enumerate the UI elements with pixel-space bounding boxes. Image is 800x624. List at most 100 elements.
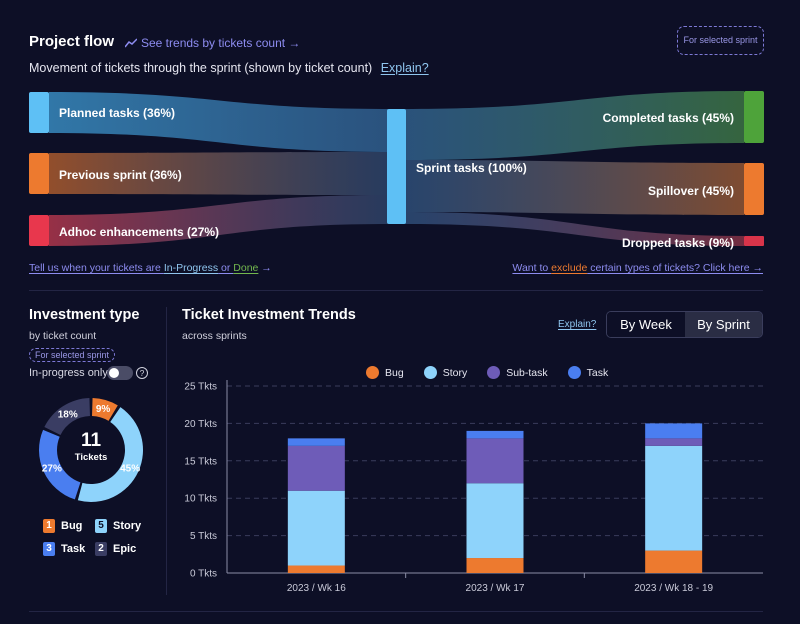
label-planned: Planned tasks (36%)	[59, 106, 176, 120]
chart-legend-story-label: Story	[442, 366, 468, 379]
bar-subtask-2[interactable]	[466, 438, 524, 484]
label-dropped: Dropped tasks (9%)	[621, 236, 734, 250]
task-legend-dot-icon	[567, 366, 581, 379]
see-trends-link[interactable]: See trends by tickets count →	[125, 36, 300, 50]
in-progress-link[interactable]: In-Progress	[163, 262, 219, 274]
bar-bug-3[interactable]	[645, 550, 703, 573]
bar-bug-1[interactable]	[287, 565, 345, 573]
progress-arrow[interactable]: →	[258, 262, 272, 274]
bar-subtask-3[interactable]	[645, 438, 703, 446]
investment-type-title: Investment type	[29, 307, 140, 323]
by-sprint-button[interactable]: By Sprint	[685, 312, 762, 337]
chart-legend-bug[interactable]: Bug	[366, 366, 404, 379]
subtitle-text: Movement of tickets through the sprint (…	[29, 61, 373, 75]
trends-title: Ticket Investment Trends	[182, 307, 356, 323]
y-tick-label: 0 Tkts	[190, 569, 217, 580]
bar-subtask-1[interactable]	[287, 445, 345, 491]
exclude-suffix[interactable]: certain types of tickets? Click here →	[587, 262, 763, 274]
legend-item-task: 3 Task	[43, 542, 95, 556]
legend-count-bug: 1	[43, 519, 55, 533]
x-tick-label: 2023 / Wk 18 - 19	[634, 583, 713, 594]
chart-legend-subtask[interactable]: Sub-task	[487, 366, 548, 379]
label-adhoc: Adhoc enhancements (27%)	[59, 225, 220, 239]
chart-legend: Bug Story Sub-task Task	[366, 366, 608, 379]
donut-label-story: 45%	[120, 463, 140, 474]
node-dropped[interactable]	[744, 236, 764, 246]
progress-prefix[interactable]: Tell us when your tickets are	[29, 262, 164, 274]
bar-task-3[interactable]	[645, 423, 703, 439]
bar-task-1[interactable]	[287, 438, 345, 446]
chart-legend-task-label: Task	[586, 366, 609, 379]
selected-sprint-badge: For selected sprint	[677, 26, 764, 55]
legend-item-epic: 2 Epic	[95, 542, 136, 556]
section-divider	[29, 290, 763, 291]
label-sprint: Sprint tasks (100%)	[416, 161, 527, 175]
donut-total-label: Tickets	[74, 452, 108, 463]
bar-story-3[interactable]	[645, 445, 703, 551]
in-progress-toggle[interactable]	[107, 366, 133, 380]
node-previous[interactable]	[29, 153, 49, 194]
vertical-divider	[166, 307, 167, 595]
investment-type-subtitle: by ticket count	[29, 330, 97, 342]
link-sprint-to-completed	[405, 91, 744, 160]
y-tick-label: 10 Tkts	[184, 494, 217, 505]
toggle-knob	[109, 368, 119, 378]
done-link[interactable]: Done	[233, 262, 259, 274]
exclude-word[interactable]: exclude	[551, 262, 588, 274]
link-planned-to-sprint	[49, 92, 388, 152]
bar-story-1[interactable]	[287, 490, 345, 566]
legend-label-bug: Bug	[61, 520, 83, 532]
subtask-legend-dot-icon	[487, 366, 501, 379]
chart-legend-subtask-label: Sub-task	[506, 366, 548, 379]
bottom-divider	[29, 611, 763, 612]
view-toggle: By Week By Sprint	[606, 311, 763, 338]
label-completed: Completed tasks (45%)	[602, 111, 734, 125]
legend-item-bug: 1 Bug	[43, 519, 95, 533]
exclude-prefix[interactable]: Want to	[512, 262, 552, 274]
donut-slice-bug[interactable]	[92, 398, 118, 421]
bar-bug-2[interactable]	[466, 558, 524, 573]
node-planned[interactable]	[29, 92, 49, 133]
chart-legend-bug-label: Bug	[385, 366, 404, 379]
exclude-tickets-link[interactable]: Want to exclude certain types of tickets…	[512, 262, 763, 274]
y-tick-label: 20 Tkts	[184, 419, 217, 430]
donut-slice-story[interactable]	[77, 407, 144, 502]
y-tick-label: 5 Tkts	[190, 531, 217, 542]
chart-legend-task[interactable]: Task	[567, 366, 609, 379]
sankey-diagram	[29, 91, 764, 246]
y-tick-label: 25 Tkts	[184, 382, 217, 393]
trends-explain-link[interactable]: Explain?	[558, 319, 597, 330]
donut-slice-task[interactable]	[38, 429, 81, 500]
project-flow-title: Project flow	[29, 33, 115, 50]
x-tick-label: 2023 / Wk 17	[466, 583, 525, 594]
link-sprint-to-spillover	[405, 160, 744, 215]
donut-label-bug: 9%	[96, 404, 111, 415]
y-tick-label: 15 Tkts	[184, 456, 217, 467]
trends-subtitle: across sprints	[182, 330, 247, 342]
trend-icon	[125, 38, 137, 48]
donut-total: 11	[80, 430, 102, 451]
progress-status-link[interactable]: Tell us when your tickets are In-Progres…	[29, 262, 272, 274]
by-week-button[interactable]: By Week	[607, 312, 685, 337]
see-trends-label[interactable]: See trends by tickets count →	[141, 36, 301, 50]
node-spillover[interactable]	[744, 163, 764, 215]
help-icon[interactable]: ?	[136, 367, 148, 379]
x-tick-label: 2023 / Wk 16	[287, 583, 346, 594]
explain-link[interactable]: Explain?	[380, 61, 429, 75]
donut-label-epic: 18%	[58, 409, 78, 420]
bar-task-2[interactable]	[466, 430, 524, 439]
bar-story-2[interactable]	[466, 483, 524, 559]
donut-slice-epic[interactable]	[44, 398, 90, 435]
node-sprint[interactable]	[387, 109, 406, 224]
label-spillover: Spillover (45%)	[647, 184, 734, 198]
chart-legend-story[interactable]: Story	[423, 366, 468, 379]
node-completed[interactable]	[744, 91, 764, 143]
link-adhoc-to-sprint	[49, 195, 388, 246]
node-adhoc[interactable]	[29, 215, 49, 246]
progress-or[interactable]: or	[218, 262, 234, 274]
link-sprint-to-dropped	[405, 212, 744, 246]
bug-legend-dot-icon	[366, 366, 379, 379]
link-previous-to-sprint	[49, 152, 388, 195]
investment-selected-badge: For selected sprint	[29, 348, 116, 362]
